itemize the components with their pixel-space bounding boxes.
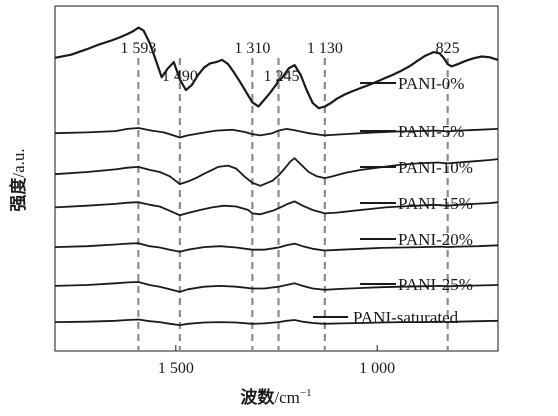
legend-label-0: PANI-0% <box>398 74 464 93</box>
peak-label-1130: 1 130 <box>307 40 343 57</box>
series-line-pani-saturated <box>54 318 499 327</box>
peak-label-1593: 1 593 <box>120 40 156 57</box>
legend-label-1: PANI-5% <box>398 122 464 141</box>
plot-frame <box>54 5 499 352</box>
x-tick-label-1500: 1 500 <box>158 360 194 377</box>
y-axis-title: 强度/a.u. <box>8 148 29 211</box>
legend-label-4: PANI-20% <box>398 230 473 249</box>
series-line-pani-10- <box>54 157 499 187</box>
y-axis-title-group: 强度/a.u. <box>8 148 29 211</box>
legend-label-5: PANI-25% <box>398 275 473 294</box>
x-axis-title: 波数/cm−1 <box>240 387 311 408</box>
series-line-pani-25- <box>54 281 499 293</box>
legend-label-2: PANI-10% <box>398 158 473 177</box>
series-line-pani-20- <box>54 242 499 253</box>
series-line-pani-5- <box>54 127 499 139</box>
legend-label-3: PANI-15% <box>398 194 473 213</box>
x-axis-title-unit: /cm <box>274 388 300 407</box>
x-axis-title-cjk: 波数 <box>240 387 275 408</box>
peak-label-1310: 1 310 <box>234 40 270 57</box>
peak-label-825: 825 <box>436 40 460 57</box>
series-group <box>54 26 499 327</box>
x-tick-label-1000: 1 000 <box>359 360 395 377</box>
y-axis-title-unit: /a.u. <box>9 148 28 177</box>
peak-label-1245: 1 245 <box>264 68 300 85</box>
y-axis-title-cjk: 强度 <box>8 177 29 212</box>
series-line-pani-15- <box>54 200 499 217</box>
legend-group: PANI-0% PANI-5% PANI-10% PANI-15% PANI-20% PA… <box>313 74 473 327</box>
series-line-pani-0- <box>54 26 499 110</box>
legend-label-6: PANI-saturated <box>353 308 459 327</box>
x-axis-title-exp: −1 <box>300 387 312 399</box>
x-ticks-group: 1 500 1 000 <box>158 345 395 377</box>
